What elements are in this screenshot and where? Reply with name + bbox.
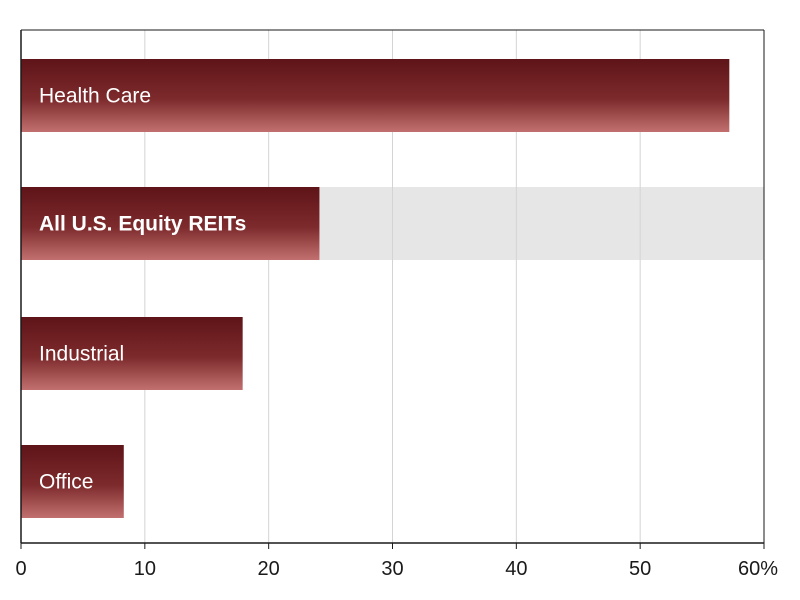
bar [21, 187, 320, 260]
tick-labels: 0 10 20 30 40 50 60% [15, 558, 778, 580]
x-tick-label: 40 [505, 558, 527, 580]
x-tick-label: 20 [258, 558, 280, 580]
bar [21, 445, 124, 518]
axes [20, 29, 765, 549]
bar-label: Health Care [39, 85, 151, 108]
bar-label: Office [39, 471, 93, 494]
bars: Health Care All U.S. Equity REITs Industri… [21, 59, 730, 518]
x-tick-label: 50 [629, 558, 651, 580]
bar-label: Industrial [39, 343, 124, 366]
bar [21, 59, 730, 132]
bar [21, 317, 243, 390]
x-tick-label: 10 [134, 558, 156, 580]
x-tick-label: 0 [15, 558, 26, 580]
x-tick-label: 60% [738, 558, 778, 580]
x-tick-label: 30 [381, 558, 403, 580]
bar-label: All U.S. Equity REITs [39, 213, 246, 236]
